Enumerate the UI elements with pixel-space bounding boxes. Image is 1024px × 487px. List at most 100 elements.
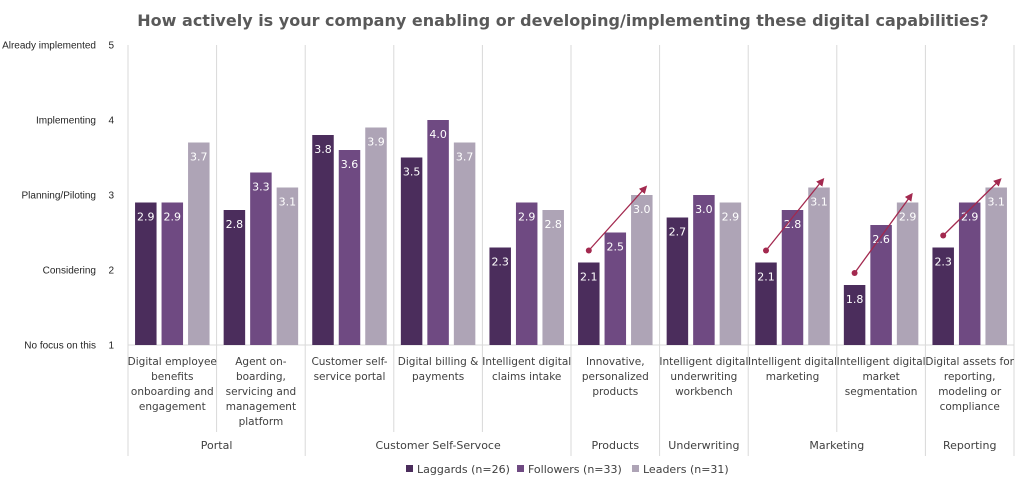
axis-layer: 1 No focus on this 2 Considering 3 Planning/P… (2, 41, 1015, 456)
y-level-label: Planning/Piloting (22, 191, 97, 202)
chart-title: How actively is your company enabling or… (137, 11, 988, 30)
y-level-label: Considering (43, 266, 96, 277)
bar (870, 225, 892, 345)
trend-arrow (942, 178, 1002, 236)
data-label: 2.3 (491, 256, 509, 269)
data-label: 2.8 (226, 218, 244, 231)
group-label: Marketing (809, 439, 864, 452)
data-label: 2.9 (722, 211, 740, 224)
data-label: 3.7 (456, 151, 474, 164)
bar (896, 202, 919, 345)
trend-arrow-layer (585, 177, 1002, 276)
legend-label: Leaders (n=31) (643, 463, 729, 476)
trend-arrow (588, 185, 648, 251)
group-label: Underwriting (668, 439, 739, 452)
bar (276, 187, 299, 345)
bar (693, 195, 715, 345)
x-tick-label: Digital billing & payments (398, 356, 479, 383)
group-label: Products (592, 439, 640, 452)
bar (719, 202, 742, 345)
trend-arrow (854, 192, 913, 274)
data-label: 2.3 (934, 256, 952, 269)
data-label: 2.8 (544, 218, 562, 231)
data-label: 3.7 (190, 151, 208, 164)
x-tick-label: Digital assets for reporting, modeling or c… (925, 356, 1014, 413)
bar (400, 157, 423, 345)
trend-arrow (765, 177, 825, 251)
data-label: 3.8 (314, 143, 332, 156)
legend-label: Laggards (n=26) (417, 463, 510, 476)
bar (223, 210, 246, 345)
bar (135, 202, 157, 345)
data-label: 2.9 (518, 211, 536, 224)
bar (631, 195, 653, 345)
bar (781, 210, 804, 345)
bar-layer (135, 120, 1007, 345)
y-tick-label: 4 (108, 116, 114, 127)
data-label: 2.9 (899, 211, 917, 224)
data-label: 2.9 (164, 211, 182, 224)
bar (755, 262, 777, 345)
legend-swatch (632, 465, 639, 472)
data-label: 2.9 (137, 211, 155, 224)
bar (808, 187, 830, 345)
x-tick-label: Customer self-service portal (311, 356, 387, 383)
bar (515, 202, 538, 345)
y-tick-label: 3 (108, 191, 114, 202)
data-label: 3.1 (810, 196, 828, 209)
data-label: 3.0 (633, 203, 651, 216)
y-level-label: No focus on this (24, 341, 96, 352)
data-label: 2.5 (607, 241, 625, 254)
y-tick-label: 1 (108, 341, 114, 352)
bar (578, 262, 600, 345)
data-label: 3.6 (341, 158, 359, 171)
x-tick-label: Agent on-boarding, servicing and managemen… (226, 356, 296, 428)
x-tick-label: Intelligent digital market segmentation (837, 356, 926, 398)
bar (542, 210, 564, 345)
data-label: 3.1 (987, 196, 1005, 209)
y-tick-label: 2 (108, 266, 114, 277)
x-tick-label: Intelligent digital marketing (748, 356, 837, 383)
data-label: 2.1 (757, 271, 775, 284)
bar (489, 247, 511, 345)
data-label: 3.3 (252, 181, 270, 194)
legend: Laggards (n=26) Followers (n=33) Leaders (… (406, 463, 729, 476)
bar (958, 202, 981, 345)
data-label-layer: 2.9 2.8 3.8 3.5 2.3 2.1 2.7 2.1 1.8 2.3 2.9 3.3 3.6 4… (137, 128, 1005, 306)
bar (312, 135, 334, 345)
data-label: 1.8 (846, 293, 864, 306)
data-label: 2.1 (580, 271, 598, 284)
bar (338, 150, 361, 345)
x-tick-label: Digital employee benefits onboarding and en… (128, 356, 217, 413)
bar (666, 217, 689, 345)
data-label: 2.7 (669, 226, 687, 239)
bar (365, 127, 387, 345)
bar (843, 285, 866, 345)
data-label: 4.0 (429, 128, 447, 141)
legend-swatch (517, 465, 524, 472)
group-label: Customer Self-Servoce (375, 439, 501, 452)
data-label: 3.5 (403, 166, 421, 179)
legend-label: Followers (n=33) (528, 463, 622, 476)
bar (250, 172, 272, 345)
group-label: Reporting (943, 439, 996, 452)
bar (188, 142, 210, 345)
data-label: 2.9 (961, 211, 979, 224)
bar (932, 247, 954, 345)
y-tick-label: 5 (108, 41, 114, 52)
y-level-label: Already implemented (2, 41, 96, 52)
data-label: 3.9 (367, 136, 385, 149)
x-tick-label: Innovative, personalized products (582, 356, 649, 398)
group-label: Portal (201, 439, 233, 452)
x-tick-label: Intelligent digital claims intake (482, 356, 571, 383)
bar (604, 232, 627, 345)
bar (161, 202, 184, 345)
bar (427, 120, 449, 345)
bar (985, 187, 1007, 345)
data-label: 3.0 (695, 203, 713, 216)
data-label: 2.8 (784, 218, 802, 231)
x-tick-label: Intelligent digital underwriting workbench (659, 356, 748, 398)
y-level-label: Implementing (36, 116, 96, 127)
data-label: 3.1 (279, 196, 297, 209)
